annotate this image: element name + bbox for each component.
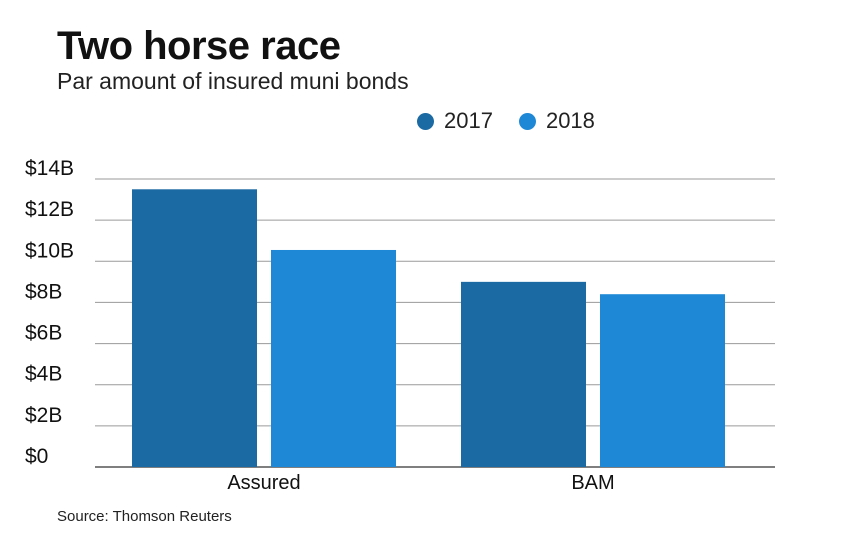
y-tick-label: $14B	[25, 157, 74, 180]
bar-bam-2017	[461, 281, 586, 467]
y-tick-label: $4B	[25, 363, 62, 386]
x-axis-labels: Assured BAM	[227, 472, 614, 494]
y-tick-label: $10B	[25, 239, 74, 262]
y-tick-label: $12B	[25, 198, 74, 221]
chart-title: Two horse race	[57, 24, 341, 68]
y-tick-label: $8B	[25, 280, 62, 303]
bar-assured-2018	[271, 249, 396, 467]
legend-swatch-2018	[518, 112, 536, 130]
x-category-label: BAM	[571, 472, 614, 494]
legend-item-2018: 2018	[518, 108, 595, 134]
source-note: Source: Thomson Reuters	[57, 508, 232, 525]
legend-label-2017: 2017	[444, 108, 493, 133]
x-category-label: Assured	[227, 472, 300, 494]
bar-assured-2017	[132, 189, 257, 468]
y-tick-label: $2B	[25, 404, 62, 427]
legend-swatch-2017	[417, 112, 434, 130]
y-axis-labels: $0 $2B $4B $6B $8B $10B $12B $14B	[25, 157, 74, 468]
legend: 2017 2018	[417, 108, 621, 134]
y-tick-label: $6B	[25, 322, 62, 345]
bar-bam-2018	[600, 294, 725, 467]
bars	[132, 189, 725, 468]
y-tick-label: $0	[25, 445, 48, 468]
legend-item-2017: 2017	[417, 108, 493, 134]
legend-label-2018: 2018	[545, 108, 595, 133]
chart-subtitle: Par amount of insured muni bonds	[57, 68, 409, 94]
